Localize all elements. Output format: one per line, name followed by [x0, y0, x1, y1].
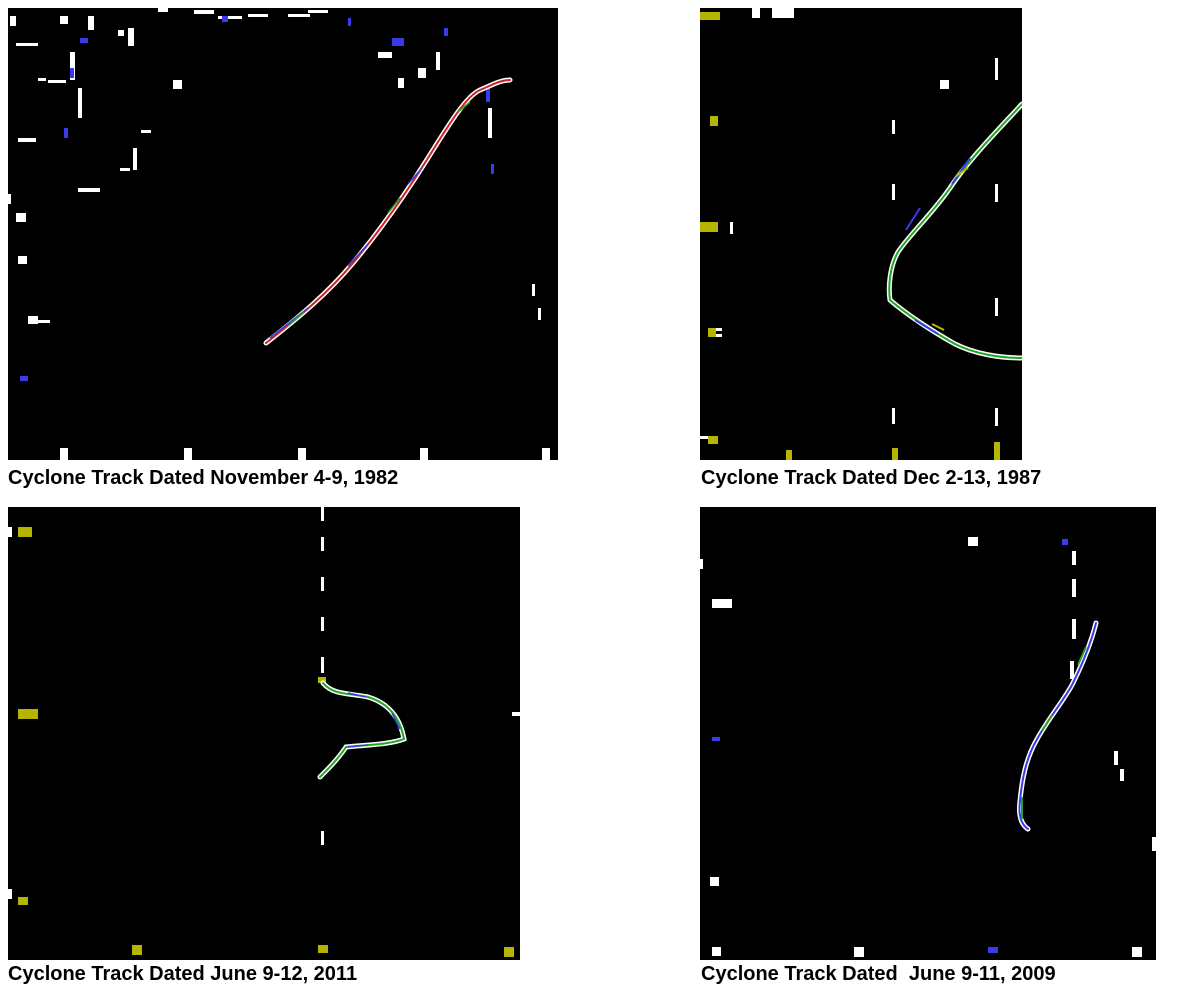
track-map-1982 [8, 8, 558, 460]
grid-markers [700, 537, 1156, 957]
track-map-1987 [700, 8, 1022, 460]
track-map-2009 [700, 507, 1156, 960]
grid-markers [8, 507, 520, 899]
yellow-markers [18, 527, 514, 957]
cyclone-track-image-1982 [8, 8, 558, 460]
yellow-markers [700, 12, 1000, 460]
caption-1987: Cyclone Track Dated Dec 2-13, 1987 [701, 467, 1042, 489]
track-map-2011 [8, 507, 520, 960]
caption-2011: Cyclone Track Dated June 9-12, 2011 [8, 963, 358, 985]
caption-1982: Cyclone Track Dated November 4-9, 1982 [8, 467, 399, 489]
caption-2009: Cyclone Track Dated June 9-11, 2009 [701, 963, 1056, 985]
blue-markers [20, 16, 494, 381]
cyclone-track-image-1987 [700, 8, 1022, 460]
cyclone-track-image-2009 [700, 507, 1156, 960]
blue-markers [712, 539, 1068, 953]
grid-markers [8, 8, 550, 460]
cyclone-track-image-2011 [8, 507, 520, 960]
